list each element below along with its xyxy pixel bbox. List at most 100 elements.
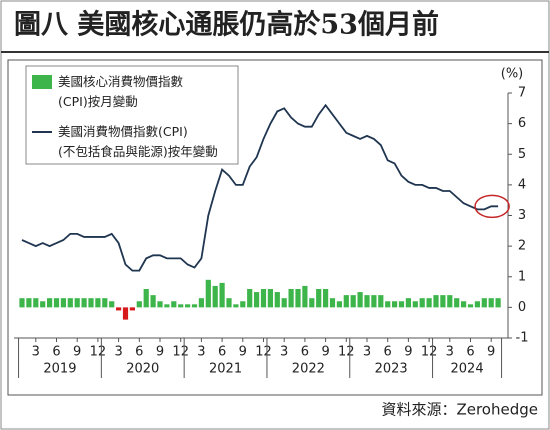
bar	[371, 295, 377, 308]
bar	[129, 307, 135, 311]
x-tick-label: 9	[487, 345, 495, 360]
bar	[302, 285, 308, 308]
bar	[419, 298, 425, 308]
x-tick-label: 9	[156, 345, 164, 360]
bar	[136, 301, 142, 308]
bar	[447, 295, 453, 308]
y-tick-label: 5	[518, 147, 526, 162]
source: 資料來源：Zerohedge	[381, 401, 538, 419]
bar	[364, 295, 370, 308]
bar	[405, 298, 411, 308]
line	[21, 103, 499, 272]
bar	[378, 295, 384, 308]
bar	[281, 298, 287, 308]
bar	[343, 295, 349, 308]
bar	[178, 304, 184, 308]
x-tick-label: 6	[301, 345, 309, 360]
bar	[454, 298, 460, 308]
chart-title: 圖八 美國核心通脹仍高於53個月前	[14, 9, 439, 41]
bar	[474, 301, 480, 308]
x-tick-label: 6	[218, 345, 226, 360]
bar	[329, 298, 336, 308]
legend-label: 美國消費物價指數(CPI) (不包括食品與能源)按年變動	[58, 124, 218, 159]
bar	[26, 298, 32, 308]
bar	[467, 304, 474, 308]
bar	[288, 289, 294, 308]
legend-box	[25, 65, 239, 165]
bar	[198, 298, 204, 308]
x-tick-label: 3	[280, 345, 288, 360]
bar	[157, 301, 163, 308]
bar	[260, 289, 267, 308]
bar	[171, 301, 177, 308]
bar	[481, 298, 487, 308]
bar	[336, 301, 342, 308]
year-label: 2019	[43, 362, 76, 377]
bar	[426, 298, 432, 308]
x-tick-label: 12	[90, 345, 107, 360]
bar	[323, 289, 329, 308]
x-tick-label: 12	[338, 345, 355, 360]
bar	[254, 292, 260, 308]
x-tick-label: 3	[197, 345, 205, 360]
year-label: 2021	[209, 362, 242, 377]
x-tick-label: 9	[404, 345, 412, 360]
bar	[357, 292, 363, 308]
bar	[109, 301, 115, 308]
y-tick-label: 6	[518, 116, 526, 131]
bar	[412, 301, 418, 308]
bar	[53, 298, 60, 308]
y-tick-label: 2	[518, 239, 526, 254]
bar	[240, 301, 246, 308]
y-tick-label: -1	[516, 331, 529, 346]
bar	[122, 307, 129, 320]
bar	[150, 295, 156, 308]
y-unit: (%)	[501, 67, 524, 82]
y-tick-label: 3	[518, 208, 526, 223]
x-tick-label: 3	[446, 345, 454, 360]
x-tick-label: 9	[321, 345, 329, 360]
bar	[385, 301, 391, 308]
y-tick-label: 0	[518, 300, 526, 315]
bar	[116, 307, 122, 311]
x-tick-label: 3	[32, 345, 40, 360]
year-label: 2024	[451, 362, 484, 377]
bar	[219, 282, 225, 308]
bar	[212, 285, 218, 308]
bar	[350, 295, 356, 308]
x-tick-label: 12	[421, 345, 438, 360]
bar	[309, 298, 315, 308]
year-label: 2022	[292, 362, 325, 377]
legend-label: 美國核心消費物價指數(CPI)按月變動	[58, 74, 184, 109]
bar	[33, 298, 39, 308]
bar	[67, 298, 73, 308]
bar	[398, 301, 405, 308]
bar	[143, 289, 149, 308]
x-tick-label: 3	[114, 345, 122, 360]
bar	[433, 295, 439, 308]
y-tick-label: 4	[518, 177, 526, 192]
bar	[440, 295, 446, 308]
x-tick-label: 6	[52, 345, 60, 360]
y-tick-label: 7	[518, 86, 526, 101]
bar	[60, 298, 66, 308]
bar	[233, 304, 239, 308]
bar	[191, 304, 198, 308]
x-tick-label: 3	[363, 345, 371, 360]
bar	[461, 301, 467, 308]
highlight-circle	[474, 194, 510, 219]
bar	[488, 298, 494, 308]
bar	[40, 301, 46, 308]
bar	[274, 292, 280, 308]
x-tick-label: 12	[172, 345, 189, 360]
bar	[19, 298, 25, 308]
bar	[95, 298, 101, 308]
year-label: 2020	[126, 362, 159, 377]
bar	[267, 289, 273, 308]
bar	[185, 304, 191, 308]
bar	[102, 298, 108, 308]
bar	[81, 298, 87, 308]
